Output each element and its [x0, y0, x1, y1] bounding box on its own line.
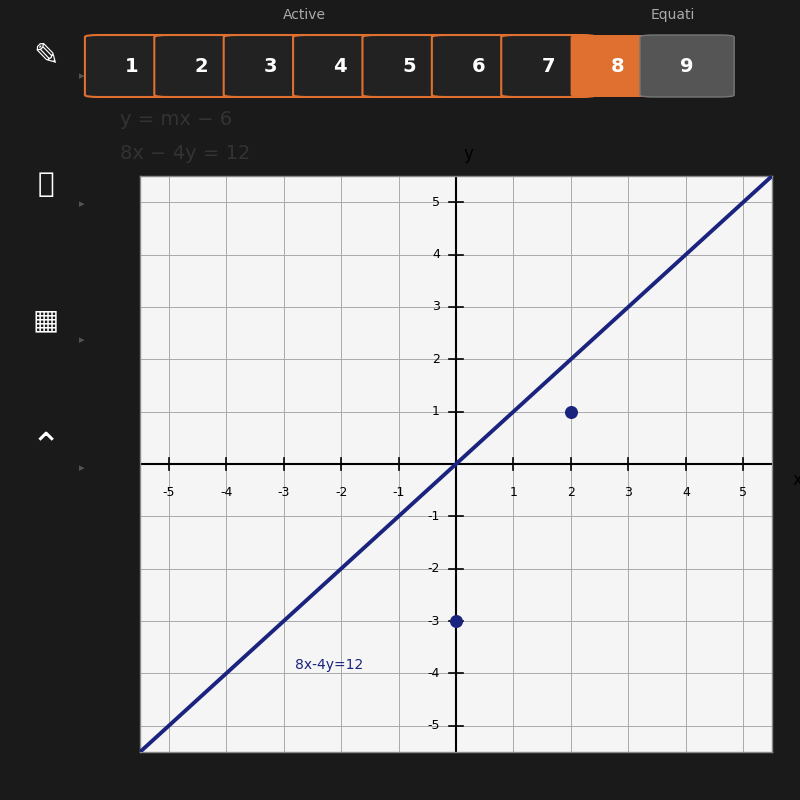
Text: -5: -5: [427, 719, 440, 732]
FancyBboxPatch shape: [362, 35, 457, 97]
Text: 8x − 4y = 12: 8x − 4y = 12: [120, 143, 250, 162]
Text: -5: -5: [162, 486, 175, 499]
Text: 4: 4: [682, 486, 690, 499]
Text: ⌃: ⌃: [31, 431, 61, 465]
FancyBboxPatch shape: [570, 35, 665, 97]
FancyBboxPatch shape: [85, 35, 179, 97]
Text: -2: -2: [427, 562, 440, 575]
Text: ✎: ✎: [34, 42, 58, 70]
Text: ▸: ▸: [79, 463, 85, 473]
Text: 3: 3: [264, 57, 278, 75]
Text: 5: 5: [432, 196, 440, 209]
Text: 8: 8: [611, 57, 625, 75]
Text: 3: 3: [432, 301, 440, 314]
FancyBboxPatch shape: [224, 35, 318, 97]
Text: Equati: Equati: [650, 8, 694, 22]
Text: 7: 7: [542, 57, 555, 75]
Point: [565, 406, 578, 418]
FancyBboxPatch shape: [502, 35, 595, 97]
Text: -4: -4: [220, 486, 232, 499]
Text: Active: Active: [283, 8, 326, 22]
FancyBboxPatch shape: [293, 35, 387, 97]
Text: 5: 5: [402, 57, 416, 75]
Text: 6: 6: [472, 57, 486, 75]
FancyBboxPatch shape: [154, 35, 249, 97]
Text: 9: 9: [680, 57, 694, 75]
Text: -3: -3: [427, 614, 440, 627]
Text: 1: 1: [510, 486, 518, 499]
Point: [450, 614, 462, 627]
Text: 5: 5: [739, 486, 747, 499]
Text: 1: 1: [125, 57, 139, 75]
Text: -1: -1: [427, 510, 440, 523]
Text: y: y: [464, 145, 474, 163]
Text: 1: 1: [432, 405, 440, 418]
FancyBboxPatch shape: [432, 35, 526, 97]
Text: -1: -1: [392, 486, 405, 499]
Text: ▸: ▸: [79, 199, 85, 209]
Text: 🎧: 🎧: [38, 170, 54, 198]
Text: 4: 4: [334, 57, 347, 75]
Text: -3: -3: [278, 486, 290, 499]
Text: y = mx − 6: y = mx − 6: [120, 110, 233, 129]
Text: x: x: [793, 470, 800, 489]
Text: 2: 2: [567, 486, 575, 499]
Text: 4: 4: [432, 248, 440, 261]
Text: 2: 2: [194, 57, 208, 75]
Text: ▸: ▸: [79, 71, 85, 81]
Text: 8x-4y=12: 8x-4y=12: [295, 658, 363, 672]
FancyBboxPatch shape: [640, 35, 734, 97]
Text: ▦: ▦: [33, 306, 59, 334]
Text: -2: -2: [335, 486, 347, 499]
Text: -4: -4: [427, 667, 440, 680]
Text: 2: 2: [432, 353, 440, 366]
Text: ▸: ▸: [79, 335, 85, 345]
Text: 3: 3: [625, 486, 632, 499]
